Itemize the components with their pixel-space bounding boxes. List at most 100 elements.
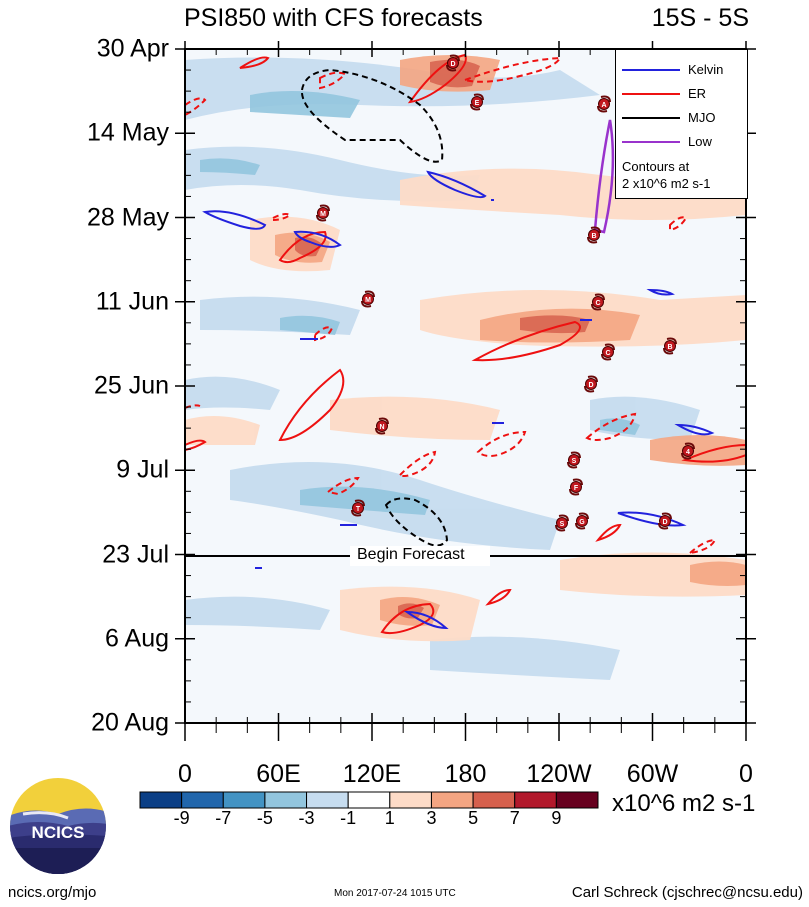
storm-marker-letter: D (662, 519, 667, 526)
colorbar-swatch (514, 791, 557, 809)
storm-marker-tail (555, 514, 569, 532)
colorbar-swatch (222, 791, 266, 809)
colorbar-swatch (139, 791, 183, 809)
storm-marker-tail (587, 226, 601, 244)
footer-url[interactable]: ncics.org/mjo (8, 884, 97, 901)
storm-marker-tail (597, 95, 611, 113)
storm-marker-dot (588, 229, 600, 241)
colorbar-swatch (347, 791, 391, 809)
storm-marker-letter: B (591, 233, 596, 240)
colorbar-swatch (306, 791, 349, 809)
y-tick-label: 30 Apr (96, 34, 169, 63)
storm-marker-dot (352, 502, 364, 514)
storm-marker-tail (569, 478, 583, 496)
storm-marker: 4 (681, 442, 695, 460)
storm-marker-letter: S (572, 458, 577, 465)
storm-marker-dot (602, 346, 614, 358)
storm-marker: D (446, 54, 460, 72)
begin-forecast-label: Begin Forecast (357, 546, 465, 563)
y-tick-label: 14 May (87, 118, 169, 147)
storm-marker-letter: D (450, 61, 455, 68)
x-tick-label: 0 (739, 760, 753, 788)
y-tick-label: 20 Aug (91, 708, 169, 737)
colorbar-swatch (389, 791, 432, 809)
storm-marker-tail (601, 343, 615, 361)
storm-marker-letter: N (379, 424, 384, 431)
colorbar-tick-label: 5 (468, 808, 479, 828)
colorbar-tick-label: -3 (298, 808, 315, 828)
storm-marker: E (470, 93, 484, 111)
storm-marker: G (575, 512, 589, 530)
legend-swatch (622, 141, 680, 143)
legend-entry-er: ER (616, 85, 747, 103)
legend-swatch (622, 69, 680, 71)
storm-marker-letter: G (579, 519, 585, 526)
legend-label: Kelvin (688, 62, 724, 77)
legend-label: Low (688, 134, 712, 149)
storm-marker: N (375, 417, 389, 435)
y-tick-label: 6 Aug (105, 624, 169, 653)
footer-timestamp: Mon 2017-07-24 1015 UTC (334, 888, 456, 899)
storm-marker: D (658, 512, 672, 530)
x-tick-label: 120W (526, 760, 592, 788)
storm-marker-tail (351, 499, 365, 517)
y-tick-label: 28 May (87, 203, 169, 231)
y-tick-label: 25 Jun (93, 371, 169, 400)
colorbar-swatch (430, 791, 474, 809)
storm-marker-tail (575, 512, 589, 530)
colorbar-tick-label: -5 (256, 808, 273, 828)
colorbar-swatch (181, 791, 224, 809)
storm-marker-dot (659, 515, 671, 527)
storm-marker: M (361, 290, 375, 308)
x-tick-label: 60E (256, 760, 301, 788)
storm-marker-letter: D (588, 382, 593, 389)
colorbar-swatch (555, 791, 599, 809)
storm-marker-tail (591, 293, 605, 311)
storm-marker-letter: F (574, 485, 579, 492)
storm-marker-dot (664, 340, 676, 352)
storm-marker: C (601, 343, 615, 361)
storm-marker: S (567, 451, 581, 469)
storm-marker: F (569, 478, 583, 496)
legend-note: Contours at 2 x10^6 m2 s-1 (622, 158, 710, 192)
storm-marker-dot (570, 481, 582, 493)
storm-marker: D (584, 375, 598, 393)
storm-markers: D E A M B M C C B D N S F 4 T S G D (316, 54, 695, 532)
storm-marker-tail (584, 375, 598, 393)
y-tick-label: 9 Jul (116, 455, 169, 484)
storm-marker-letter: M (365, 297, 371, 304)
storm-marker-letter: B (667, 344, 672, 351)
storm-marker-letter: A (601, 102, 606, 109)
storm-marker-dot (598, 98, 610, 110)
colorbar-tick-label: 1 (384, 808, 395, 828)
colorbar-swatch (264, 791, 308, 809)
storm-marker-dot (556, 517, 568, 529)
storm-marker-letter: T (356, 506, 361, 513)
y-tick-label: 11 Jun (95, 287, 169, 316)
storm-marker-dot (376, 420, 388, 432)
legend: Kelvin ER MJO Low Contours at 2 x10^6 m2… (615, 49, 748, 199)
forecast-label-bg (350, 546, 490, 566)
colorbar-swatch (472, 791, 516, 809)
colorbar (139, 791, 599, 809)
storm-marker-dot (471, 96, 483, 108)
legend-label: ER (688, 86, 707, 101)
colorbar-units: x10^6 m2 s-1 (612, 790, 756, 817)
ncics-logo: NCICS (10, 778, 106, 874)
colorbar-tick-label: -1 (340, 808, 357, 828)
storm-marker-letter: 4 (686, 449, 690, 456)
storm-marker-tail (658, 512, 672, 530)
x-tick-label: 0 (178, 760, 192, 788)
storm-marker: B (663, 337, 677, 355)
storm-marker-tail (446, 54, 460, 72)
storm-marker-letter: C (595, 300, 600, 307)
storm-marker-tail (361, 290, 375, 308)
x-tick-label: 180 (444, 760, 487, 788)
storm-marker-tail (316, 204, 330, 222)
storm-marker-letter: C (605, 350, 610, 357)
storm-marker: B (587, 226, 601, 244)
storm-marker-dot (447, 57, 459, 69)
storm-marker-dot (576, 515, 588, 527)
storm-marker-dot (592, 296, 604, 308)
latitude-band: 15S - 5S (651, 4, 749, 32)
